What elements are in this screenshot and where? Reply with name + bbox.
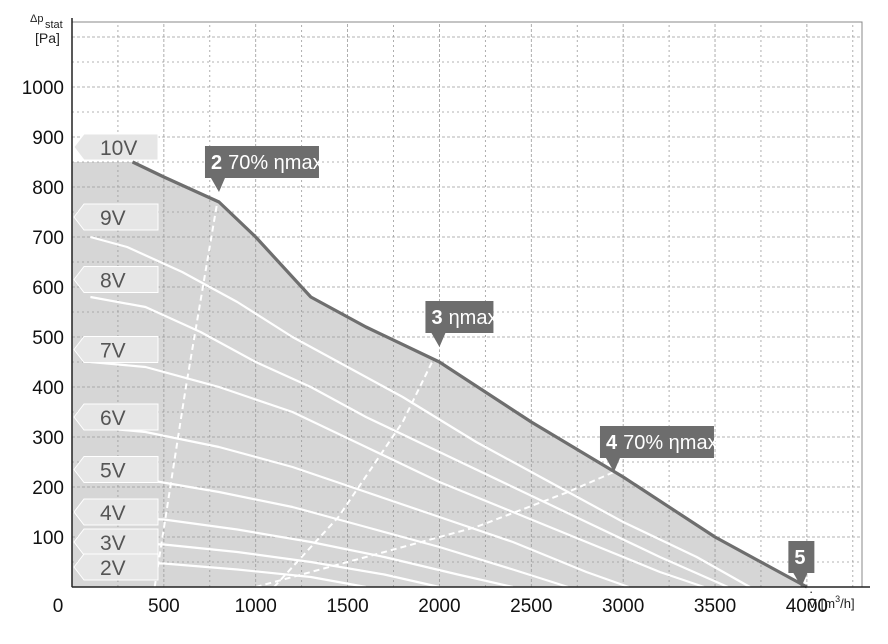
callout-label: 4 70% ηmax	[606, 432, 718, 454]
x-axis-dot: ·	[809, 584, 813, 599]
voltage-tag-label: 4V	[100, 502, 126, 525]
y-tick-label: 400	[32, 378, 64, 399]
voltage-tag-label: 10V	[100, 137, 137, 160]
y-axis-subscript: stat	[45, 19, 63, 31]
x-axis-unit-post: /h]	[840, 596, 854, 611]
callout-text: 70% ηmax	[228, 152, 323, 174]
voltage-tag-10V: 10V	[73, 133, 159, 161]
voltage-curve-6V	[90, 425, 630, 589]
voltage-tag-shape	[73, 203, 159, 231]
callout-box	[425, 301, 494, 333]
y-axis-unit: [Pa]	[35, 30, 60, 46]
callout-text: ηmax	[449, 307, 498, 329]
callout-number: 3	[431, 307, 442, 329]
callout-box	[599, 426, 714, 458]
voltage-tag-label: 8V	[100, 270, 126, 293]
y-tick-label: 1000	[22, 78, 64, 99]
y-tick-label: 500	[32, 328, 64, 349]
voltage-tag-label: 7V	[100, 340, 126, 363]
voltage-tag-label: 6V	[100, 407, 126, 430]
voltage-tag-label: 9V	[100, 207, 126, 230]
callout-label: 2 70% ηmax	[211, 152, 323, 174]
y-tick-label: 900	[32, 128, 64, 149]
max-curve-10V	[131, 160, 808, 589]
voltage-tag-label: 2V	[100, 557, 126, 580]
x-axis-unit-pre: [m	[821, 596, 835, 611]
voltage-curve-4V	[90, 515, 514, 589]
y-tick-label: 700	[32, 228, 64, 249]
voltage-tag-9V: 9V	[73, 203, 159, 231]
callout-number: 4	[606, 432, 618, 454]
efficiency-line-3	[255, 471, 615, 588]
voltage-tag-label: 5V	[100, 460, 126, 483]
callout-text: 70% ηmax	[623, 432, 718, 454]
voltage-tag-shape	[73, 403, 159, 431]
voltage-tag-shape	[73, 133, 159, 161]
x-tick-label: 0	[53, 596, 64, 617]
callout-label: 5	[794, 547, 805, 569]
operating-point-3: 3 ηmax	[425, 301, 497, 347]
voltage-tag-shape	[73, 266, 159, 293]
voltage-tag-shape	[73, 498, 159, 526]
x-tick-label: 3500	[694, 596, 736, 617]
voltage-tag-shape	[73, 336, 159, 363]
x-tick-label: 500	[148, 596, 180, 617]
voltage-tag-label: 3V	[100, 532, 126, 555]
callout-pointer	[431, 333, 446, 347]
x-tick-label: 2000	[418, 596, 460, 617]
voltage-tag-5V: 5V	[73, 456, 159, 483]
y-tick-label: 600	[32, 278, 64, 299]
operating-point-2: 2 70% ηmax	[204, 146, 323, 192]
efficiency-line-2	[273, 346, 441, 588]
callout-label: 3 ηmax	[431, 307, 497, 329]
voltage-tag-shape	[73, 456, 159, 483]
voltage-curve-8V	[90, 295, 729, 589]
x-axis-title: V [m3/h]	[808, 594, 855, 611]
x-tick-label: 4000	[786, 596, 828, 617]
callout-pointer	[210, 178, 225, 192]
x-tick-label: 3000	[602, 596, 644, 617]
voltage-curve-7V	[90, 360, 705, 589]
x-tick-label: 1000	[235, 596, 277, 617]
y-tick-label: 100	[32, 528, 64, 549]
efficiency-line-1	[153, 191, 220, 588]
callout-box	[788, 541, 815, 573]
x-axis-symbol: V	[808, 596, 817, 611]
y-tick-label: 300	[32, 428, 64, 449]
x-tick-label: 2500	[510, 596, 552, 617]
callout-pointer	[605, 458, 620, 472]
voltage-curve-9V	[90, 235, 751, 588]
callout-number: 2	[211, 152, 222, 174]
operating-point-4: 4 70% ηmax	[599, 426, 718, 472]
y-tick-label: 800	[32, 178, 64, 199]
x-axis-unit-sup: 3	[835, 594, 840, 604]
voltage-tag-4V: 4V	[73, 498, 159, 526]
callout-number: 5	[794, 547, 805, 569]
y-axis-symbol: Δp	[30, 13, 43, 25]
voltage-tag-shape	[73, 528, 159, 556]
voltage-tag-7V: 7V	[73, 336, 159, 363]
voltage-tag-shape	[73, 553, 159, 581]
y-tick-label: 200	[32, 478, 64, 499]
callout-box	[204, 146, 319, 178]
voltage-tag-2V: 2V	[73, 553, 159, 581]
voltage-tag-6V: 6V	[73, 403, 159, 431]
x-tick-label: 1500	[326, 596, 368, 617]
operating-point-5: 5	[788, 541, 815, 587]
callout-pointer	[793, 573, 808, 587]
voltage-tag-8V: 8V	[73, 266, 159, 293]
voltage-tag-3V: 3V	[73, 528, 159, 556]
